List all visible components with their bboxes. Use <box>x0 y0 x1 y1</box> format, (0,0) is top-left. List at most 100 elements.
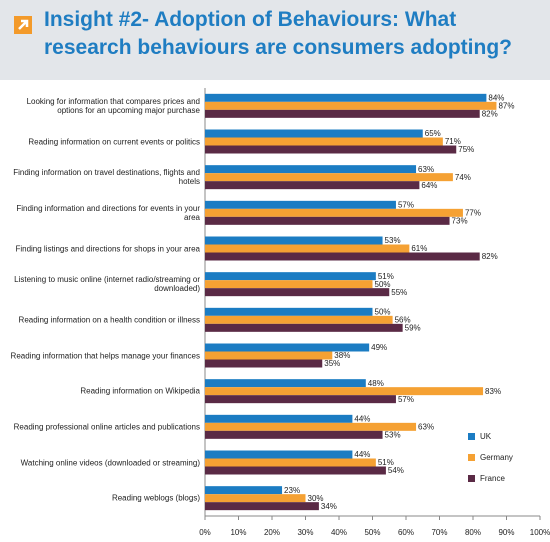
value-label: 23% <box>284 486 300 495</box>
value-label: 44% <box>354 414 370 423</box>
category-label: Looking for information that compares pr… <box>26 96 200 115</box>
value-label: 71% <box>445 137 461 146</box>
bar <box>205 244 410 253</box>
category-label: Reading information on a health conditio… <box>18 315 200 325</box>
x-tick-label: 80% <box>465 528 481 537</box>
value-label: 54% <box>388 466 404 475</box>
value-label: 57% <box>398 200 414 209</box>
value-label: 73% <box>452 216 468 225</box>
value-label: 82% <box>482 252 498 261</box>
bar <box>205 466 386 475</box>
bar <box>205 343 370 352</box>
bar <box>205 173 453 182</box>
value-label: 63% <box>418 165 434 174</box>
bar <box>205 379 366 388</box>
category-label: Reading information on current events or… <box>28 137 200 146</box>
category-label: Reading information that helps manage yo… <box>10 351 200 360</box>
bar <box>205 323 403 332</box>
value-label: 50% <box>375 280 391 289</box>
category-label: Reading weblogs (blogs) <box>111 493 200 503</box>
value-label: 83% <box>485 387 501 396</box>
bar <box>205 137 443 146</box>
category-label: Watching online videos (downloaded or st… <box>20 458 200 467</box>
value-label: 74% <box>455 173 471 182</box>
category-label: Finding information on travel destinatio… <box>13 168 200 187</box>
value-label: 84% <box>488 93 504 102</box>
bar <box>205 181 420 190</box>
bar <box>205 165 417 174</box>
title: Insight #2- Adoption of Behaviours: What… <box>44 8 512 59</box>
legend-swatch <box>468 475 475 482</box>
value-label: 30% <box>308 494 324 503</box>
value-label: 63% <box>418 422 434 431</box>
x-tick-label: 40% <box>331 528 347 537</box>
value-label: 49% <box>371 343 387 352</box>
value-label: 61% <box>411 244 427 253</box>
legend-label: UK <box>480 432 492 441</box>
bar <box>205 208 463 217</box>
bar <box>205 129 423 138</box>
value-label: 48% <box>368 379 384 388</box>
category-label: Reading professional online articles and… <box>13 422 200 432</box>
x-tick-label: 50% <box>364 528 380 537</box>
value-label: 56% <box>395 315 411 324</box>
bar <box>205 280 373 289</box>
bar <box>205 395 396 404</box>
value-label: 55% <box>391 288 407 297</box>
value-label: 75% <box>458 145 474 154</box>
category-label: Finding information and directions for e… <box>16 203 200 222</box>
bar <box>205 252 480 261</box>
bar <box>205 216 450 225</box>
bar <box>205 288 390 297</box>
legend-label: Germany <box>480 453 513 462</box>
bar <box>205 502 319 511</box>
x-tick-label: 20% <box>264 528 280 537</box>
bar <box>205 307 373 316</box>
value-label: 44% <box>354 450 370 459</box>
legend-label: France <box>480 474 505 483</box>
value-label: 38% <box>334 351 350 360</box>
value-label: 51% <box>378 272 394 281</box>
bar <box>205 359 323 368</box>
bar <box>205 414 353 423</box>
value-label: 82% <box>482 109 498 118</box>
bar <box>205 200 396 209</box>
bar <box>205 101 497 110</box>
x-tick-label: 100% <box>530 528 550 537</box>
x-tick-label: 30% <box>297 528 313 537</box>
category-label: Reading information on Wikipedia <box>80 386 200 396</box>
bar <box>205 93 487 102</box>
value-label: 35% <box>324 359 340 368</box>
bar <box>205 486 283 495</box>
bar <box>205 145 457 154</box>
bar <box>205 422 417 431</box>
value-label: 87% <box>498 101 514 110</box>
category-label: Listening to music online (internet radi… <box>14 275 200 294</box>
value-label: 57% <box>398 395 414 404</box>
x-tick-label: 0% <box>199 528 211 537</box>
value-label: 65% <box>425 129 441 138</box>
value-label: 34% <box>321 502 337 511</box>
x-tick-label: 70% <box>431 528 447 537</box>
value-label: 50% <box>375 307 391 316</box>
bar <box>205 387 484 396</box>
bar <box>205 109 480 118</box>
bar <box>205 494 306 503</box>
value-label: 77% <box>465 208 481 217</box>
legend-swatch <box>468 454 475 461</box>
bar <box>205 351 333 360</box>
bar <box>205 272 376 281</box>
value-label: 53% <box>385 430 401 439</box>
x-tick-label: 60% <box>398 528 414 537</box>
category-label: Finding listings and directions for shop… <box>15 244 200 253</box>
value-label: 51% <box>378 458 394 467</box>
x-tick-label: 10% <box>230 528 246 537</box>
legend-swatch <box>468 433 475 440</box>
value-label: 59% <box>405 323 421 332</box>
bar <box>205 458 376 467</box>
header: Insight #2- Adoption of Behaviours: What… <box>0 0 550 80</box>
x-tick-label: 90% <box>498 528 514 537</box>
bar <box>205 315 393 324</box>
